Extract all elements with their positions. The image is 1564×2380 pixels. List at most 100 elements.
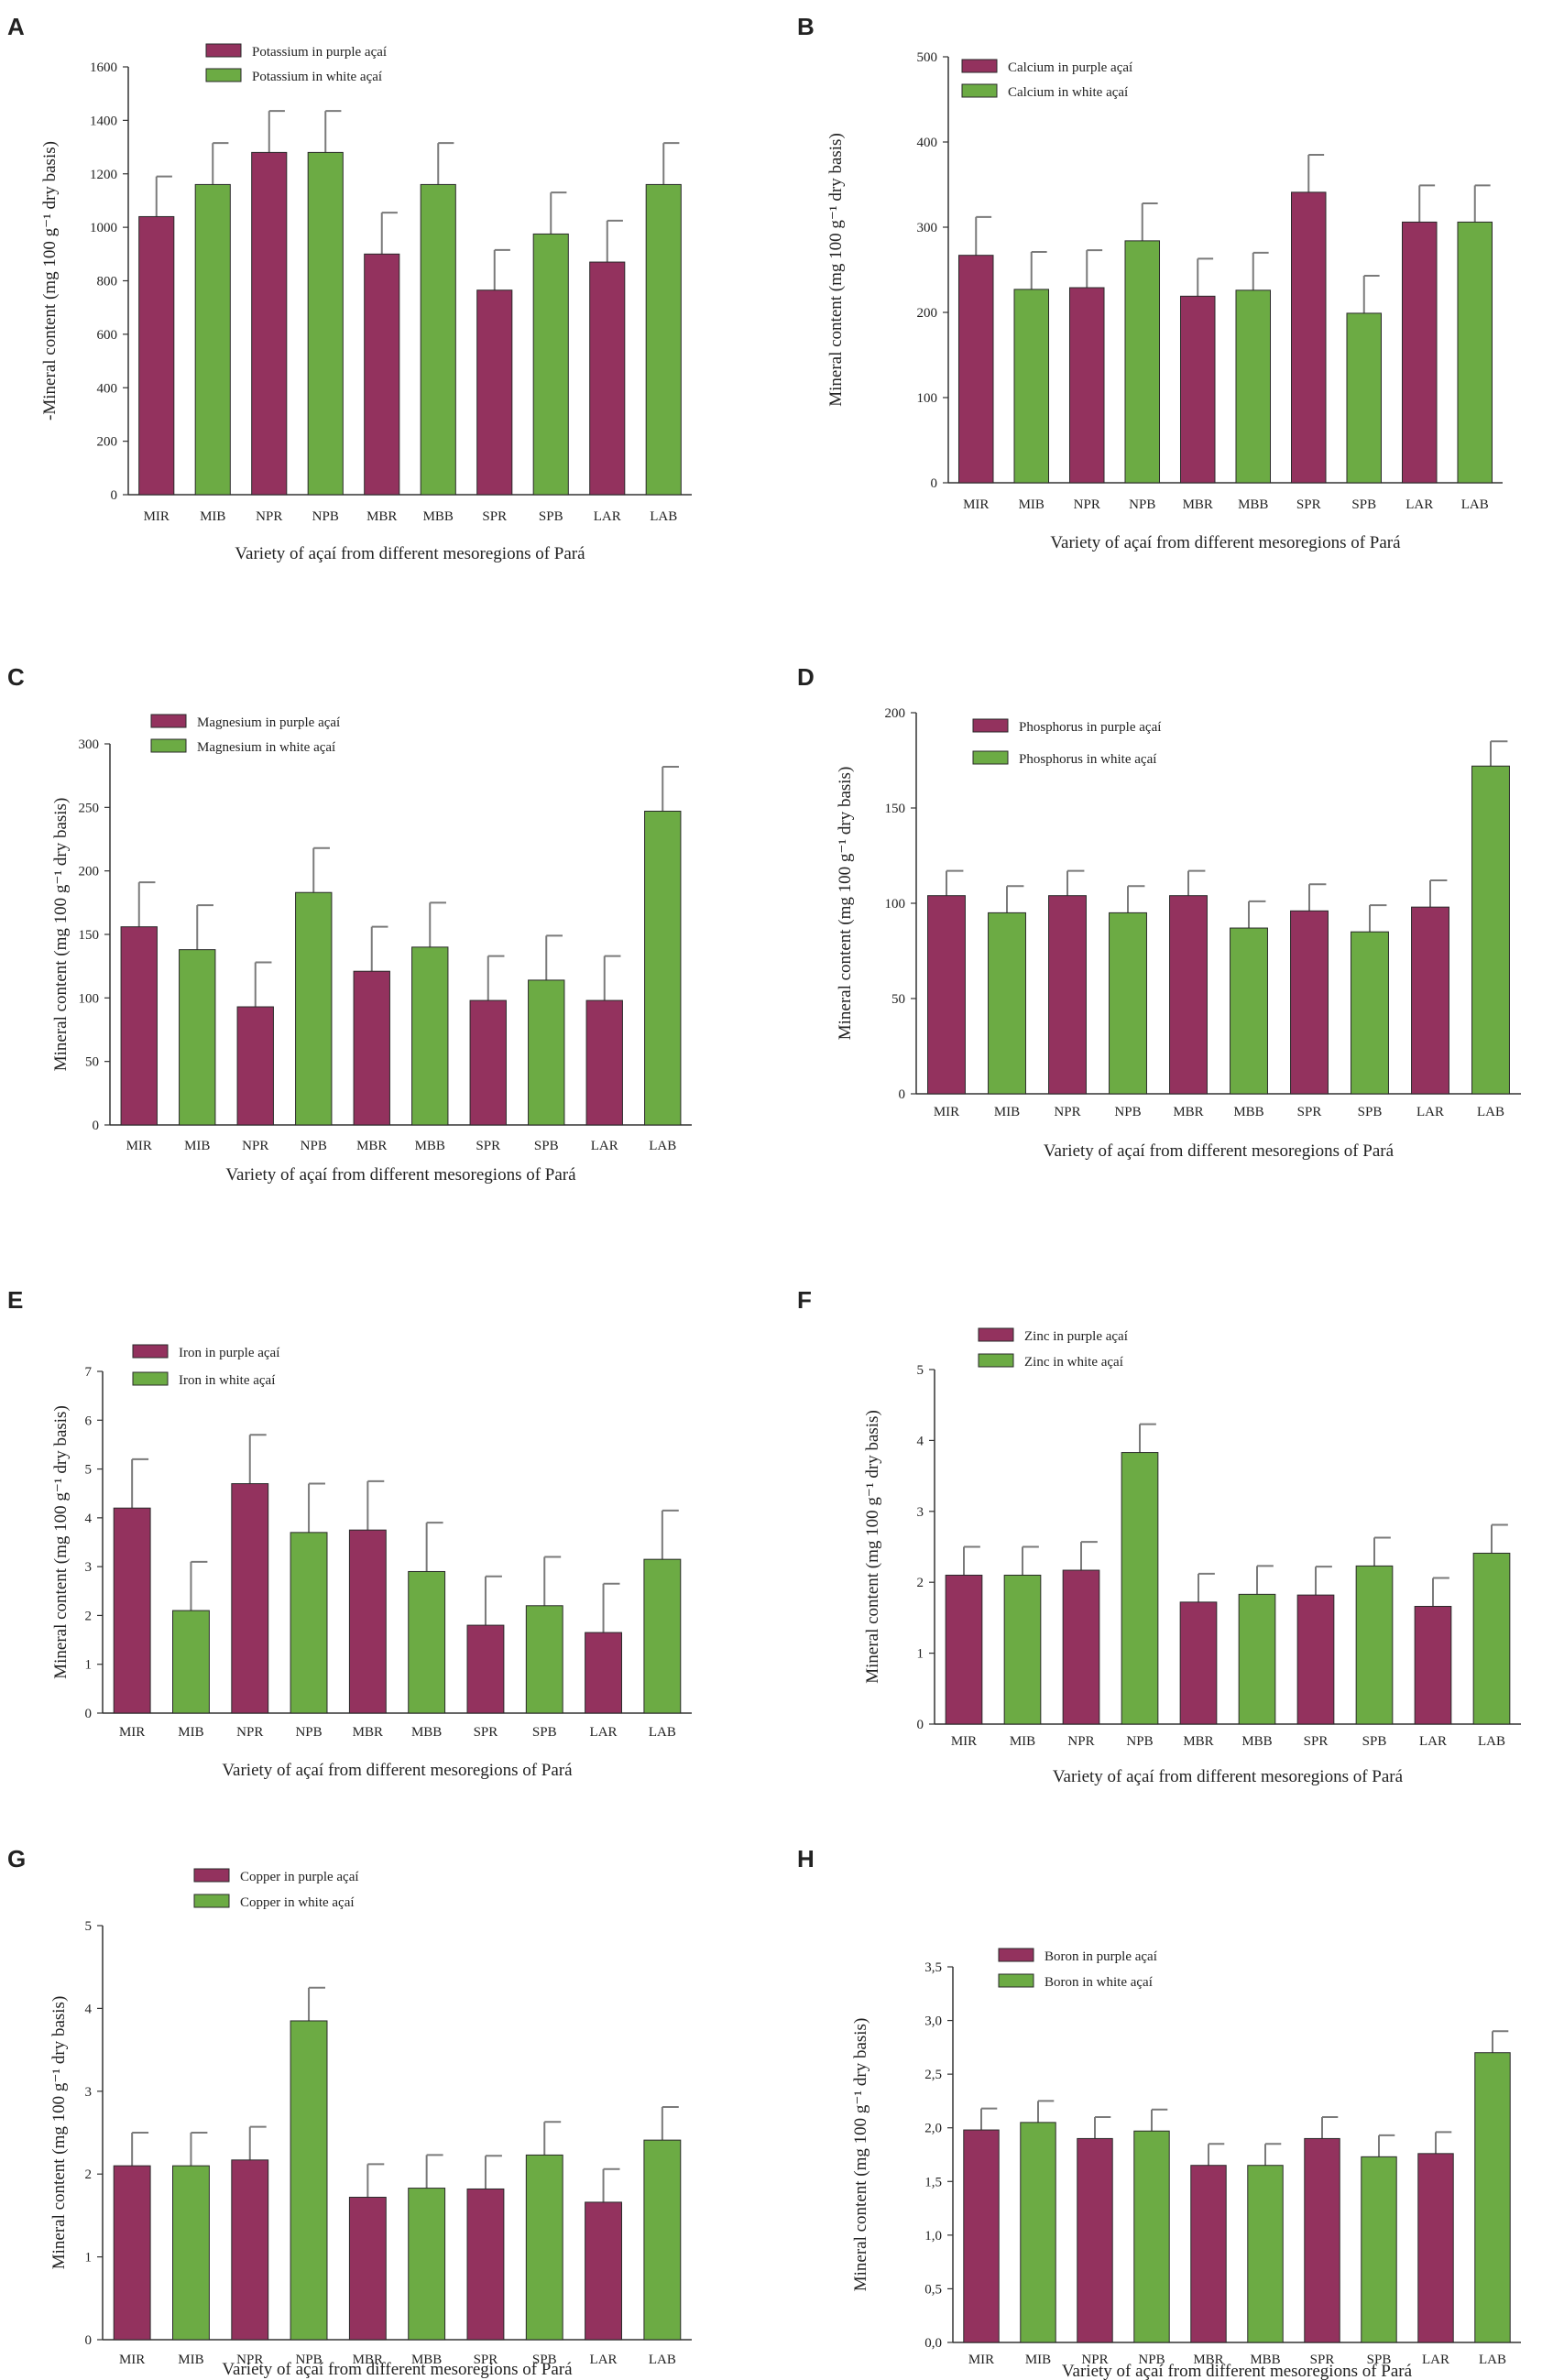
bar-npr	[1068, 287, 1105, 484]
y-tick-label: 1	[85, 1658, 93, 1673]
bar-lab	[643, 1558, 682, 1714]
panel-letter: A	[7, 13, 25, 40]
bar-mbr	[1179, 1601, 1218, 1725]
legend-swatch	[972, 718, 1009, 733]
bar-npb	[307, 151, 344, 496]
x-tick-label: MIR	[963, 497, 989, 512]
x-tick-label: SPR	[1310, 2353, 1335, 2367]
bar-spr	[476, 289, 513, 496]
x-tick-label: MIB	[178, 2353, 203, 2367]
bar-mbr	[348, 2197, 387, 2341]
bar-npr	[1062, 1569, 1100, 1725]
bar-spb	[1351, 931, 1389, 1095]
y-tick-label: 100	[917, 391, 938, 406]
x-tick-label: LAR	[590, 2353, 618, 2367]
chart-panel-d: D 0 50 100 150 200 MIR MIB NPR NPB MBR MBB SPR SPB LAR…	[797, 663, 1521, 1161]
x-axis-title: Variety of açaí from different mesoregio…	[1050, 533, 1401, 552]
x-tick-label: NPB	[1138, 2353, 1165, 2367]
legend-label: Iron in white açaí	[179, 1373, 275, 1388]
y-tick-label: 3,5	[924, 1960, 942, 1975]
y-tick-label: 2	[917, 1576, 924, 1590]
y-tick-label: 5	[917, 1363, 924, 1378]
chart-panel-e: E 0 1 2 3 4 5 6 7 MIR MIB NPR NPB MBR MBB SPR SPB LAR LAB V…	[7, 1286, 692, 1780]
legend-swatch	[961, 83, 998, 98]
bar-mbb	[420, 183, 456, 496]
y-tick-label: 2	[85, 1609, 93, 1623]
y-tick-label: 1,5	[924, 2175, 942, 2189]
x-tick-label: SPB	[1362, 1734, 1387, 1749]
y-tick-label: 0	[917, 1718, 924, 1732]
chart-panel-h: H 0,0 0,5 1,0 1,5 2,0 2,5 3,0 3,5 MIR MIB NPR NPB MBR…	[797, 1845, 1521, 2380]
x-tick-label: MIR	[126, 1139, 152, 1153]
y-tick-label: 4	[917, 1434, 924, 1448]
x-tick-label: SPR	[1297, 1105, 1322, 1119]
chart-panel-b: B 0 100 200 300 400 500 MIR MIB NPR NPB MBR MBB SPR SP…	[797, 13, 1503, 552]
x-axis-title: Variety of açaí from different mesoregio…	[1053, 1767, 1404, 1786]
x-tick-label: SPR	[482, 509, 507, 524]
bar-npr	[1077, 2137, 1113, 2343]
y-tick-label: 200	[79, 865, 100, 879]
bar-mib	[172, 1610, 210, 1714]
x-tick-label: LAR	[1405, 497, 1433, 512]
x-tick-label: SPB	[532, 1725, 557, 1740]
bar-lab	[1471, 765, 1510, 1095]
x-tick-label: LAR	[590, 1725, 618, 1740]
bar-mir	[927, 895, 966, 1095]
y-tick-label: 1	[85, 2251, 93, 2265]
y-tick-label: 300	[917, 221, 938, 235]
bar-spb	[528, 979, 565, 1126]
chart-panel-g: G 0 1 2 3 4 5 MIR MIB NPR NPB MBR MBB SPR SPB LAR LAB Var…	[7, 1845, 692, 2379]
x-tick-label: MBB	[411, 1725, 442, 1740]
panel-letter: G	[7, 1845, 26, 1872]
bar-mib	[988, 912, 1026, 1095]
x-tick-label: SPB	[1367, 2353, 1392, 2367]
chart-panel-c: C 0 50 100 150 200 250 300 MIR MIB NPR NPB MBR MBB SPR…	[7, 663, 692, 1185]
x-tick-label: MBB	[411, 2353, 442, 2367]
bar-mib	[172, 2165, 210, 2341]
legend-label: Phosphorus in purple açaí	[1019, 720, 1161, 735]
bar-spb	[525, 1605, 563, 1714]
x-tick-label: MIB	[1019, 497, 1044, 512]
x-tick-label: MBB	[1233, 1105, 1263, 1119]
x-tick-label: SPB	[534, 1139, 559, 1153]
bar-npr	[236, 1006, 274, 1126]
legend-label: Phosphorus in white açaí	[1019, 752, 1156, 767]
y-tick-label: 1	[917, 1647, 924, 1662]
bar-spr	[466, 2188, 505, 2341]
legend-swatch	[972, 750, 1009, 765]
y-axis-title: Mineral content (mg 100 g⁻¹ dry basis)	[51, 798, 71, 1072]
bar-lar	[1401, 221, 1438, 484]
x-axis-title: Variety of açaí from different mesoregio…	[225, 1165, 576, 1185]
x-tick-label: LAB	[1461, 497, 1489, 512]
bar-npr	[1048, 895, 1087, 1095]
bar-mbr	[353, 970, 390, 1126]
x-tick-label: NPR	[236, 1725, 263, 1740]
bar-mir	[113, 1507, 151, 1714]
legend-label: Copper in white açaí	[240, 1895, 355, 1910]
x-tick-label: LAR	[1416, 1105, 1444, 1119]
bar-lar	[589, 261, 626, 496]
legend-swatch	[961, 59, 998, 73]
x-tick-label: MIB	[994, 1105, 1020, 1119]
bar-lar	[1411, 906, 1449, 1095]
y-tick-label: 400	[97, 381, 118, 396]
x-tick-label: MBR	[1183, 1734, 1213, 1749]
y-tick-label: 1400	[90, 114, 117, 128]
bar-mbr	[1179, 295, 1216, 484]
x-tick-label: LAR	[591, 1139, 618, 1153]
x-tick-label: SPB	[1358, 1105, 1383, 1119]
x-tick-label: SPB	[532, 2353, 557, 2367]
bar-mib	[1003, 1574, 1042, 1725]
bar-spr	[1290, 191, 1327, 484]
bar-mbr	[348, 1529, 387, 1714]
x-tick-label: SPB	[539, 509, 563, 524]
y-tick-label: 2,5	[924, 2068, 942, 2082]
x-axis-title: Variety of açaí from different mesoregio…	[222, 2360, 573, 2379]
bar-mib	[1020, 2122, 1056, 2343]
bar-mbr	[1169, 895, 1208, 1095]
legend-swatch	[998, 1948, 1034, 1962]
y-tick-label: 0	[899, 1087, 906, 1102]
bar-npb	[1124, 240, 1161, 484]
legend-label: Calcium in white açaí	[1008, 85, 1128, 100]
y-axis-title: Mineral content (mg 100 g⁻¹ dry basis)	[836, 767, 855, 1041]
